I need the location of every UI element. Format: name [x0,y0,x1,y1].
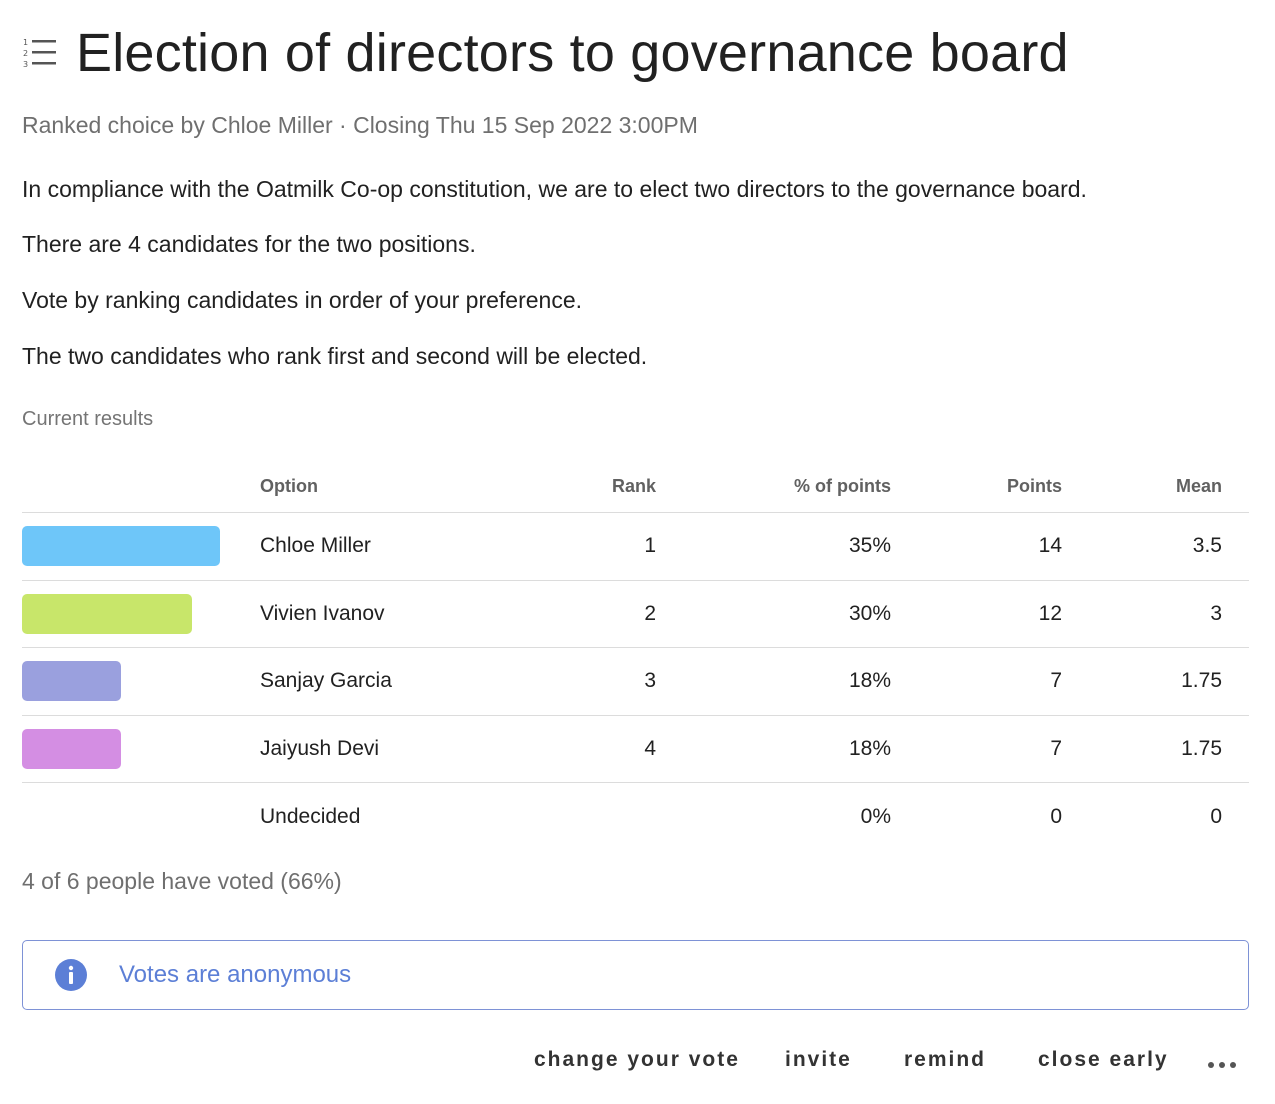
more-horizontal-icon [1208,1062,1236,1068]
ranked-list-icon: 1 2 3 [23,38,56,69]
result-option: Undecided [260,804,361,828]
description-paragraph: Vote by ranking candidates in order of y… [22,287,583,313]
change-vote-button[interactable]: change your vote [534,1048,740,1071]
result-row: Undecided 0% 0 0 [22,783,1249,851]
close-early-button[interactable]: close early [1038,1048,1169,1071]
header-mean: Mean [1175,475,1222,496]
result-points: 7 [1050,736,1062,760]
result-option: Vivien Ivanov [260,601,385,625]
results-header-row: Option Rank % of points Points Mean [22,460,1249,513]
anonymous-notice: Votes are anonymous [22,940,1249,1010]
result-option: Chloe Miller [260,534,371,558]
info-icon [55,959,87,991]
result-rank: 3 [644,669,656,693]
description-paragraph: In compliance with the Oatmilk Co-op con… [22,176,1087,202]
svg-text:2: 2 [23,49,28,58]
result-row: Sanjay Garcia 3 18% 7 1.75 [22,648,1249,716]
header-pct: % of points [794,475,891,496]
result-pct: 0% [860,804,891,828]
result-bar [22,526,220,567]
result-pct: 18% [848,736,891,760]
result-points: 12 [1038,601,1062,625]
result-bar [22,661,121,702]
result-points: 14 [1038,534,1062,558]
result-pct: 18% [848,669,891,693]
result-row: Chloe Miller 1 35% 14 3.5 [22,513,1249,581]
header-rank: Rank [611,475,656,496]
description-paragraph: The two candidates who rank first and se… [22,343,648,369]
result-mean: 0 [1210,804,1222,828]
results-rows: Chloe Miller 1 35% 14 3.5 Vivien Ivanov 2 30% 12… [22,513,1249,851]
svg-text:1: 1 [23,38,28,47]
result-bar [22,593,192,634]
description-paragraph: There are 4 candidates for the two posit… [22,231,476,257]
poll-actions: change your vote invite remind close ear… [22,1048,1249,1088]
result-rank: 2 [644,601,656,625]
result-bar [22,728,121,769]
results-label: Current results [22,408,154,430]
result-row: Jaiyush Devi 4 18% 7 1.75 [22,716,1249,783]
result-mean: 3.5 [1192,534,1222,558]
result-pct: 35% [848,534,891,558]
poll-subtitle: Ranked choice by Chloe Miller · Closing … [22,112,698,138]
poll-header: 1 2 3 Election of directors to governanc… [22,18,1069,88]
results-table: Option Rank % of points Points Mean Chlo… [22,460,1249,851]
result-row: Vivien Ivanov 2 30% 12 3 [22,581,1249,648]
result-mean: 3 [1210,601,1222,625]
result-rank: 4 [644,736,656,760]
result-option: Sanjay Garcia [260,669,392,693]
result-mean: 1.75 [1181,736,1222,760]
page-title: Election of directors to governance boar… [76,23,1069,83]
svg-text:3: 3 [23,60,28,69]
result-points: 7 [1050,669,1062,693]
participation-text: 4 of 6 people have voted (66%) [22,868,342,894]
header-option: Option [260,475,318,496]
result-pct: 30% [848,601,891,625]
more-actions-button[interactable] [1202,1048,1242,1082]
result-mean: 1.75 [1181,669,1222,693]
result-points: 0 [1050,804,1062,828]
result-rank: 1 [644,534,656,558]
header-points: Points [1006,475,1062,496]
remind-button[interactable]: remind [904,1048,987,1071]
invite-button[interactable]: invite [785,1048,852,1071]
result-option: Jaiyush Devi [260,736,380,760]
notice-text: Votes are anonymous [119,961,352,988]
